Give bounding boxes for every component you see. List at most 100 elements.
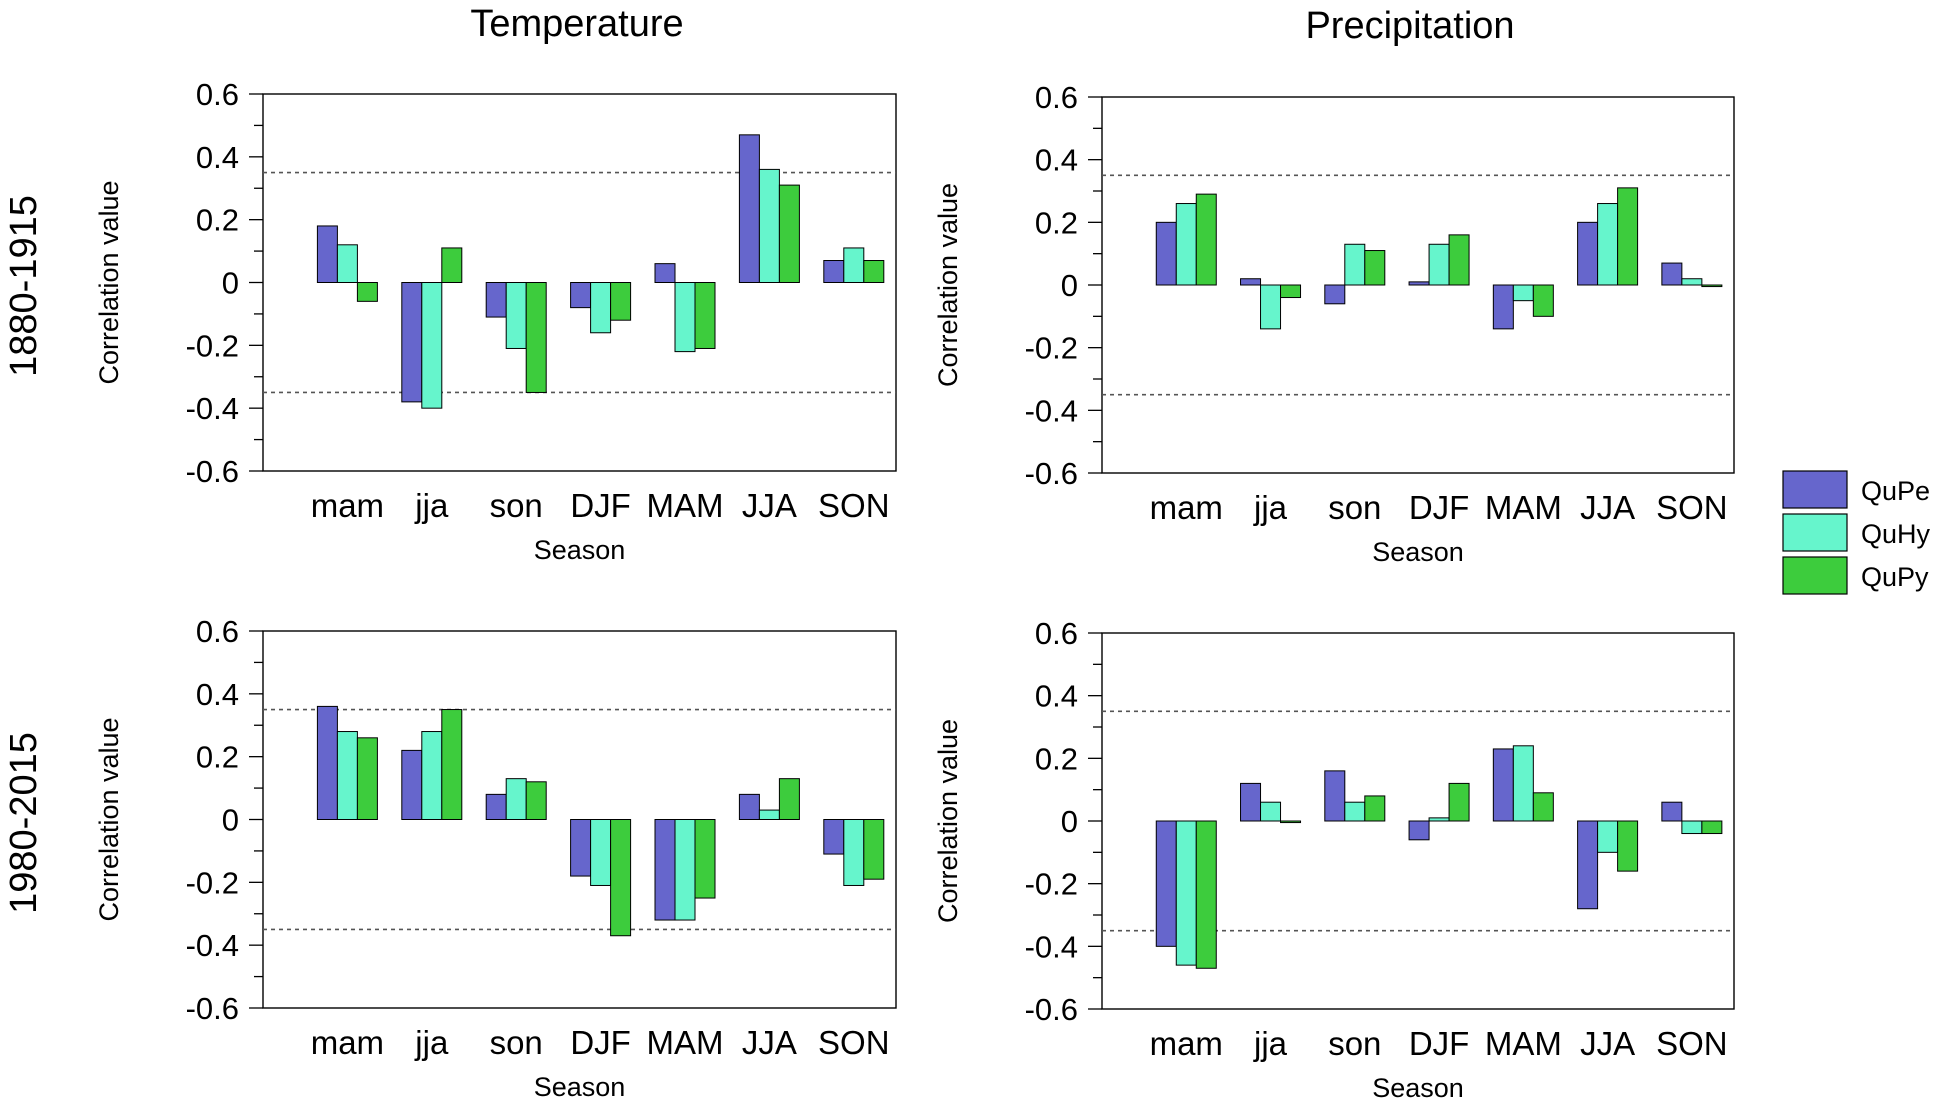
bar-qupe-MAM: [654, 263, 676, 283]
bar-qupy-JJA: [778, 778, 800, 820]
bar-quhy-DJF: [590, 819, 612, 886]
legend-label-qupe: QuPe: [1861, 476, 1930, 506]
y-tick-label: 0: [222, 803, 239, 838]
bar-quhy-son: [1344, 243, 1366, 286]
bar-quhy-mam: [336, 244, 358, 284]
bar-quhy-MAM: [1512, 284, 1534, 302]
x-axis-title: Season: [1372, 537, 1464, 567]
bar-qupe-MAM: [654, 819, 676, 921]
bar-qupy-son: [525, 781, 547, 820]
y-tick-label: 0.4: [196, 677, 239, 712]
y-tick-label: -0.4: [1025, 929, 1078, 964]
bar-qupy-DJF: [610, 282, 632, 321]
bar-qupe-DJF: [570, 819, 592, 877]
y-tick-label: 0.2: [1035, 741, 1078, 776]
x-axis-title: Season: [534, 1072, 626, 1102]
x-tick-label: son: [490, 487, 543, 524]
x-axis-title: Season: [1372, 1073, 1464, 1103]
y-tick-label: 0: [1061, 268, 1078, 303]
y-axis-title: Correlation value: [94, 717, 124, 921]
x-tick-label: DJF: [1409, 489, 1470, 526]
y-tick-label: -0.2: [1025, 867, 1078, 902]
bar-qupe-son: [485, 793, 507, 820]
bar-quhy-mam: [1175, 820, 1197, 966]
y-tick-label: -0.6: [1025, 456, 1078, 491]
chart-panel-1: 0.6 0.4 0.2 0 -0.2 -0.4 -0.6 mam jja son DJF MAM JJA…: [94, 77, 897, 565]
x-tick-label: JJA: [1580, 1025, 1635, 1062]
bar-qupy-MAM: [694, 819, 716, 899]
bar-qupy-jja: [441, 247, 463, 283]
bar-quhy-son: [505, 778, 527, 820]
x-tick-label: MAM: [647, 1024, 724, 1061]
bar-quhy-jja: [1260, 801, 1282, 822]
bar-qupe-JJA: [1577, 820, 1599, 910]
bar-qupy-son: [1364, 250, 1386, 286]
x-tick-label: DJF: [570, 487, 631, 524]
bar-qupy-MAM: [1532, 792, 1554, 822]
x-tick-label: son: [1328, 489, 1381, 526]
bar-qupy-MAM: [1532, 284, 1554, 317]
bar-qupy-mam: [1195, 820, 1217, 969]
bar-qupy-JJA: [778, 184, 800, 284]
x-tick-label: MAM: [647, 487, 724, 524]
bar-quhy-SON: [1681, 820, 1703, 835]
bar-qupe-jja: [401, 749, 423, 821]
y-tick-label: 0.6: [1035, 80, 1078, 115]
bar-qupy-SON: [863, 819, 885, 880]
bar-quhy-SON: [1681, 278, 1703, 286]
bar-qupe-DJF: [1408, 820, 1430, 841]
legend-swatch-quhy: [1782, 513, 1848, 552]
x-tick-label: DJF: [570, 1024, 631, 1061]
bar-qupe-jja: [1240, 278, 1262, 286]
x-tick-label: son: [490, 1024, 543, 1061]
chart-panel-4: 0.6 0.4 0.2 0 -0.2 -0.4 -0.6 mam jja son DJF MAM JJA…: [933, 616, 1735, 1103]
x-tick-label: SON: [818, 1024, 890, 1061]
x-tick-label: jja: [414, 1024, 449, 1061]
bar-qupe-mam: [316, 705, 338, 821]
bar-qupe-son: [485, 282, 507, 318]
bar-quhy-son: [1344, 801, 1366, 822]
x-axis-title: Season: [534, 535, 626, 565]
y-tick-label: 0.2: [1035, 205, 1078, 240]
bar-qupy-MAM: [694, 282, 716, 349]
y-tick-label: 0.6: [196, 614, 239, 649]
y-tick-label: 0.6: [196, 77, 239, 112]
bar-qupy-JJA: [1617, 187, 1639, 286]
x-tick-label: mam: [311, 487, 384, 524]
bar-qupe-jja: [401, 282, 423, 403]
bar-qupe-mam: [1155, 820, 1177, 947]
bar-qupy-mam: [1195, 193, 1217, 286]
y-tick-label: -0.2: [186, 328, 239, 363]
y-tick-label: -0.2: [1025, 331, 1078, 366]
bar-quhy-JJA: [1597, 820, 1619, 853]
row-title-1880-1915: 1880-1915: [3, 195, 45, 377]
x-tick-label: mam: [311, 1024, 384, 1061]
legend-label-qupy: QuPy: [1861, 562, 1929, 592]
y-tick-label: -0.2: [186, 865, 239, 900]
column-title-precipitation: Precipitation: [1305, 5, 1514, 47]
bar-qupe-SON: [1661, 262, 1683, 286]
bar-qupe-mam: [1155, 221, 1177, 286]
chart-panel-2: 0.6 0.4 0.2 0 -0.2 -0.4 -0.6 mam jja son DJF MAM JJA…: [933, 80, 1735, 567]
y-tick-label: -0.4: [186, 391, 239, 426]
bar-quhy-DJF: [590, 282, 612, 334]
x-tick-label: MAM: [1485, 489, 1562, 526]
bar-qupy-mam: [356, 282, 378, 302]
column-title-temperature: Temperature: [470, 3, 683, 45]
legend-label-quhy: QuHy: [1861, 519, 1931, 549]
bar-qupy-DJF: [1448, 782, 1470, 822]
bar-qupe-SON: [823, 819, 845, 855]
x-tick-label: jja: [414, 487, 449, 524]
bar-qupy-son: [525, 282, 547, 393]
bar-quhy-mam: [336, 731, 358, 820]
bar-qupe-DJF: [1408, 281, 1430, 286]
bar-qupy-son: [1364, 795, 1386, 822]
bar-qupe-SON: [1661, 801, 1683, 822]
legend-swatch-qupy: [1782, 556, 1848, 595]
bar-qupe-son: [1324, 284, 1346, 305]
x-tick-label: son: [1328, 1025, 1381, 1062]
bar-quhy-MAM: [674, 819, 696, 921]
bar-qupe-son: [1324, 770, 1346, 822]
bar-quhy-jja: [421, 282, 443, 409]
y-tick-label: 0.2: [196, 203, 239, 238]
